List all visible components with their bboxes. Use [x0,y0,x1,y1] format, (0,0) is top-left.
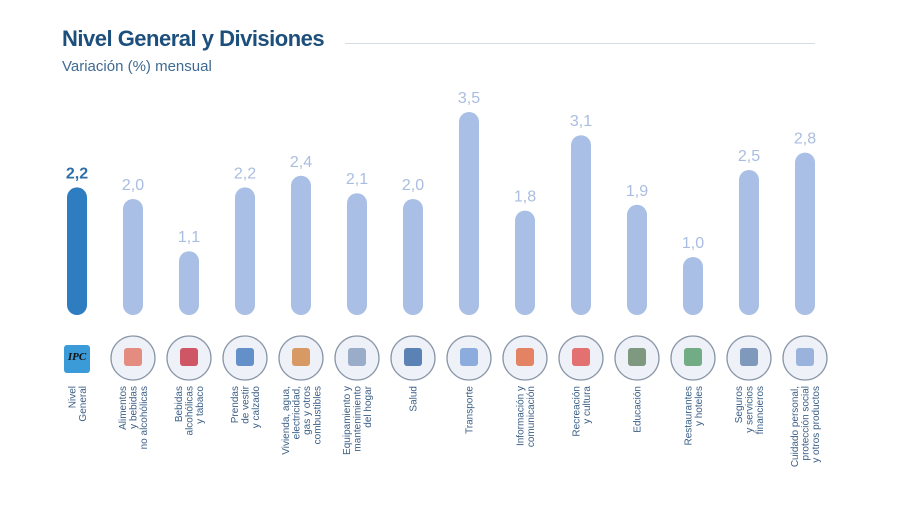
value-label-9: 3,1 [570,113,592,130]
value-label-0: 2,2 [66,165,88,182]
food-icon-glyph [124,348,142,366]
chart-title: Nivel General y Divisiones [62,26,325,51]
washing-machine-icon-glyph [348,348,366,366]
restaurant-icon-glyph [684,348,702,366]
category-label-7: Transporte [465,386,476,434]
title-divider [345,43,815,44]
category-label-1: Alimentos [118,386,129,430]
category-label-2: alcohólicas [185,386,196,435]
chart-subtitle: Variación (%) mensual [62,58,212,75]
value-label-3: 2,2 [234,165,256,182]
category-label-8: Información y [515,386,526,446]
category-label-4: electricidad, [291,386,302,439]
value-label-13: 2,8 [794,131,816,148]
category-label-3: Prendas [230,386,241,423]
popcorn-icon-glyph [572,348,590,366]
bar-12 [739,170,759,315]
value-label-1: 2,0 [122,177,144,194]
category-label-1: no alcohólicas [139,386,150,449]
category-label-12: y servicios [745,386,756,433]
bar-1 [123,199,143,315]
category-label-12: Seguros [734,386,745,423]
category-label-8: comunicación [526,386,537,447]
category-label-5: Equipamiento y [342,386,353,455]
logo-text: IPC [67,351,87,363]
category-label-11: Restaurantes [683,386,694,445]
category-label-6: Salud [409,386,420,412]
category-label-5: mantenimiento [353,386,364,452]
category-label-5: del hogar [363,385,374,427]
value-label-10: 1,9 [626,183,648,200]
category-label-1: y bebidas [129,386,140,429]
category-label-4: combustibles [312,386,323,444]
category-label-11: y hoteles [694,386,705,426]
bank-icon-glyph [740,348,758,366]
health-icon-glyph [404,348,422,366]
category-label-13: y otros productos [811,386,822,463]
bar-11 [683,257,703,315]
category-label-10: Educación [633,386,644,433]
bar-8 [515,210,535,315]
personal-care-icon-glyph [796,348,814,366]
category-label-4: Vivienda, agua, [281,386,292,455]
bar-7 [459,112,479,315]
house-icon-glyph [292,348,310,366]
category-label-0: General [78,386,89,422]
category-label-2: Bebidas [174,386,185,422]
value-label-2: 1,1 [178,229,200,246]
wine-icon-glyph [180,348,198,366]
laptop-icon-glyph [516,348,534,366]
value-label-11: 1,0 [682,235,704,252]
category-label-12: financieros [755,386,766,434]
value-label-4: 2,4 [290,154,312,171]
ipc-ba-logo [64,345,90,373]
bar-13 [795,152,815,315]
category-label-0: Nivel [67,386,78,408]
bar-6 [403,199,423,315]
transport-icon-glyph [460,348,478,366]
bar-10 [627,204,647,315]
bar-4 [291,175,311,315]
value-label-12: 2,5 [738,148,760,165]
category-label-9: Recreación [571,386,582,437]
value-label-6: 2,0 [402,177,424,194]
value-label-8: 1,8 [514,189,536,206]
bar-9 [571,135,591,315]
bar-0 [67,187,87,315]
category-label-13: Cuidado personal, [790,386,801,467]
category-label-2: y tabaco [195,386,206,424]
school-icon-glyph [628,348,646,366]
category-label-3: de vestir [241,385,252,423]
bar-2 [179,251,199,315]
category-label-9: y cultura [582,386,593,424]
value-label-5: 2,1 [346,171,368,188]
category-label-4: gas y otros [302,386,313,435]
bar-3 [235,187,255,315]
bar-5 [347,193,367,315]
clothing-icon-glyph [236,348,254,366]
value-label-7: 3,5 [458,90,480,107]
category-label-3: y calzado [251,386,262,429]
category-label-13: protección social [801,386,812,460]
